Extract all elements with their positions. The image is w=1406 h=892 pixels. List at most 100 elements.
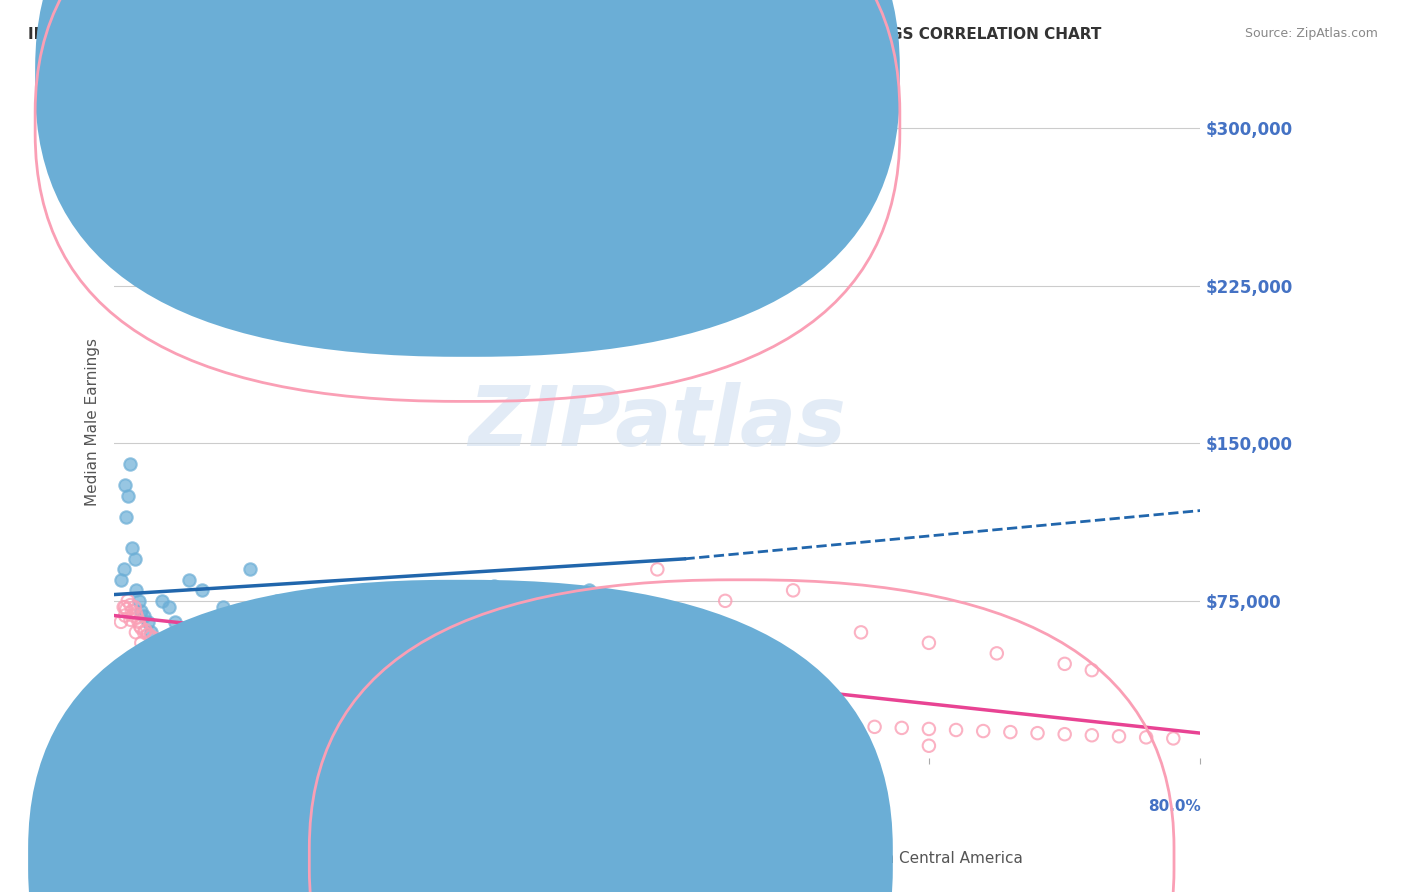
Point: [205, 659, 228, 673]
Point: [484, 579, 506, 593]
Point: [117, 701, 139, 715]
Point: [239, 669, 262, 683]
Point: [120, 458, 142, 472]
Point: [143, 636, 166, 650]
Text: ZIPatlas: ZIPatlas: [468, 382, 846, 463]
Point: [122, 608, 145, 623]
Point: [191, 583, 214, 598]
Point: [232, 667, 254, 681]
Point: [136, 615, 159, 629]
Text: N =: N =: [598, 113, 627, 128]
Point: [578, 732, 600, 747]
Point: [157, 672, 180, 686]
Point: [592, 707, 614, 722]
Point: [172, 678, 194, 692]
Point: [139, 625, 162, 640]
Point: [125, 625, 148, 640]
Point: [110, 718, 132, 732]
Point: [157, 640, 180, 654]
Point: [347, 686, 370, 700]
Point: [121, 541, 143, 556]
Text: N =: N =: [598, 69, 627, 83]
Point: [1000, 725, 1022, 739]
Point: [374, 690, 396, 705]
Point: [443, 726, 465, 740]
Point: [131, 689, 153, 703]
Point: [143, 632, 166, 646]
Point: [986, 646, 1008, 660]
Point: [252, 709, 274, 723]
Point: [619, 709, 641, 723]
Point: [131, 636, 153, 650]
Point: [136, 684, 159, 698]
Point: [647, 562, 669, 576]
Point: [114, 600, 136, 615]
Point: [146, 633, 169, 648]
Point: [160, 642, 183, 657]
Point: [321, 681, 343, 696]
Point: [131, 621, 153, 635]
Point: [143, 657, 166, 671]
Point: [890, 721, 912, 735]
Point: [307, 680, 329, 694]
Point: [125, 607, 148, 621]
Point: [361, 689, 384, 703]
Text: R =: R =: [485, 69, 513, 83]
Point: [578, 608, 600, 623]
Text: 0.0%: 0.0%: [114, 798, 156, 814]
Point: [150, 636, 173, 650]
Point: [157, 600, 180, 615]
Point: [837, 719, 859, 733]
Text: 33: 33: [644, 69, 665, 83]
Point: [714, 594, 737, 608]
Point: [1026, 726, 1049, 740]
Text: Immigrants from Central America: Immigrants from Central America: [766, 851, 1024, 865]
Point: [184, 661, 207, 675]
Point: [782, 583, 804, 598]
Point: [114, 705, 136, 719]
Point: [1053, 727, 1076, 741]
Text: Source: ZipAtlas.com: Source: ZipAtlas.com: [1244, 27, 1378, 40]
Point: [129, 619, 152, 633]
Point: [177, 650, 200, 665]
Text: IMMIGRANTS FROM SOUTH AFRICA VS IMMIGRANTS FROM CENTRAL AMERICA MEDIAN MALE EARN: IMMIGRANTS FROM SOUTH AFRICA VS IMMIGRAN…: [28, 27, 1101, 42]
Point: [128, 615, 150, 629]
Point: [918, 739, 941, 753]
Point: [1053, 657, 1076, 671]
Point: [124, 552, 146, 566]
Point: [374, 722, 396, 736]
Point: [1135, 731, 1157, 745]
Point: [918, 722, 941, 736]
Point: [484, 698, 506, 713]
Point: [110, 615, 132, 629]
Point: [127, 610, 149, 624]
Point: [918, 636, 941, 650]
Text: 116: 116: [644, 113, 676, 128]
Point: [537, 703, 560, 717]
Point: [165, 644, 187, 658]
Point: [673, 185, 696, 199]
Point: [112, 709, 135, 723]
Point: [1163, 731, 1185, 746]
Point: [172, 648, 194, 663]
Point: [782, 737, 804, 751]
Point: [136, 646, 159, 660]
Point: [177, 573, 200, 587]
Point: [1108, 729, 1130, 743]
Text: -0.826: -0.826: [537, 113, 592, 128]
Point: [402, 692, 425, 706]
Point: [307, 715, 329, 730]
Point: [132, 608, 155, 623]
Point: [429, 695, 451, 709]
Point: [136, 627, 159, 641]
Point: [198, 630, 221, 644]
Point: [673, 713, 696, 727]
Point: [218, 663, 240, 677]
Point: [782, 716, 804, 731]
Point: [157, 667, 180, 681]
Point: [110, 573, 132, 587]
Point: [169, 646, 191, 660]
Point: [280, 675, 302, 690]
Point: [117, 594, 139, 608]
Point: [307, 630, 329, 644]
